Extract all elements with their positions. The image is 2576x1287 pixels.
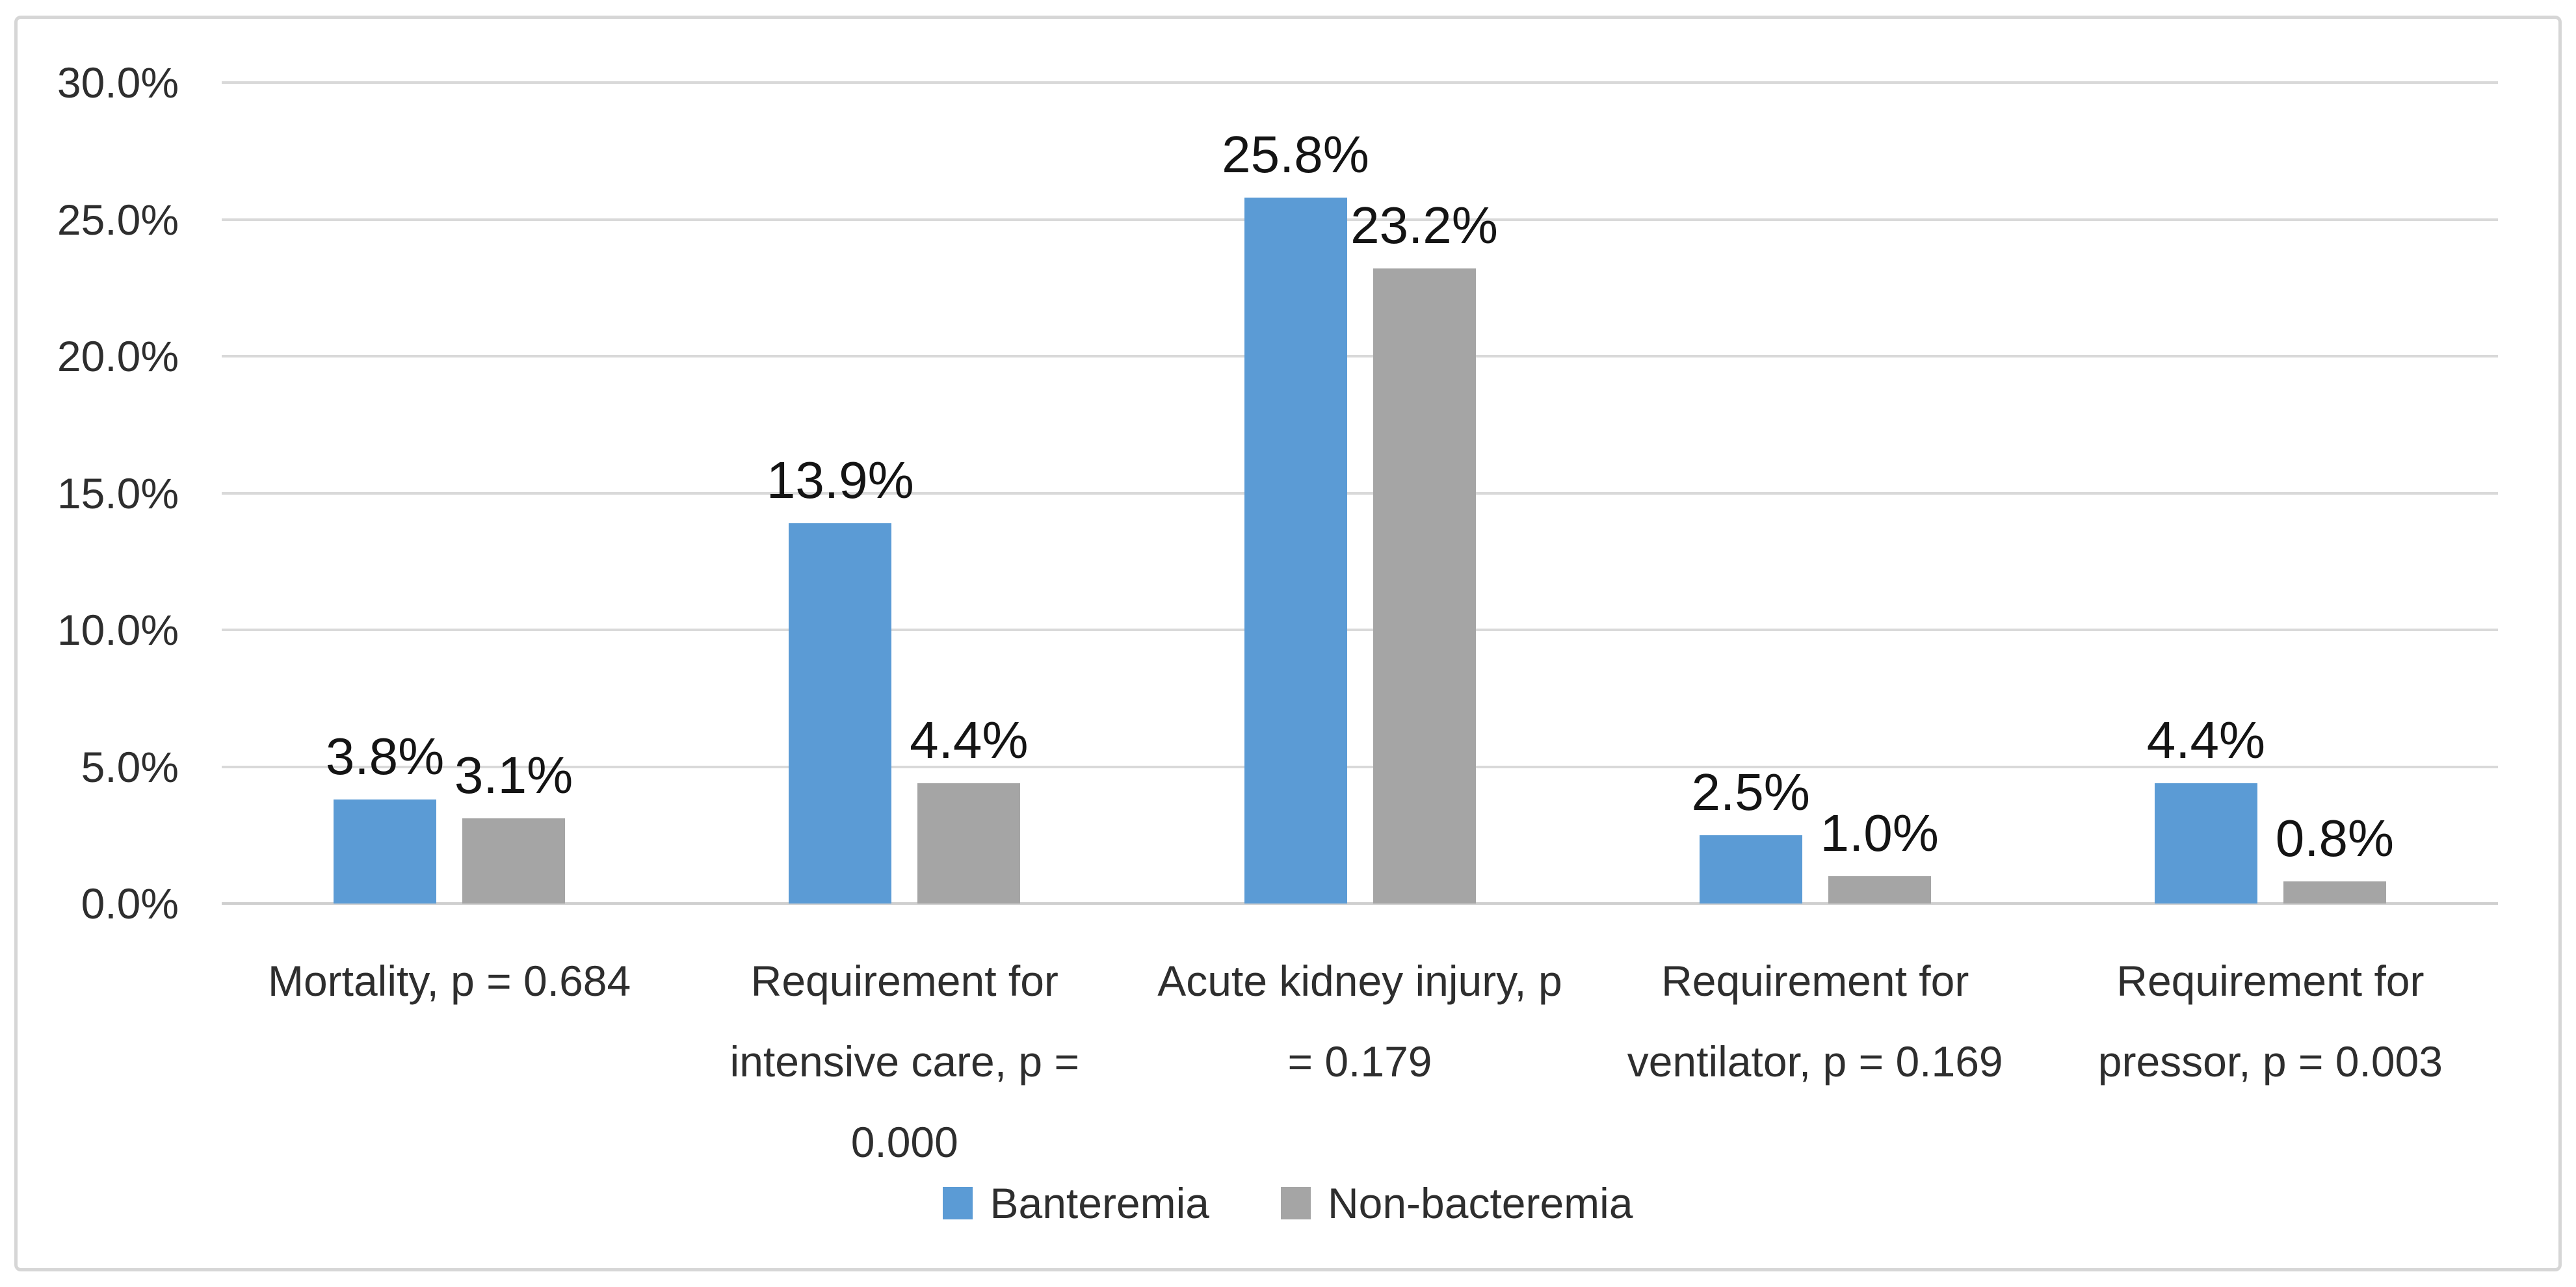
y-tick-label: 20.0% [57, 332, 179, 380]
y-tick-label: 10.0% [57, 606, 179, 654]
bar-value-label: 23.2% [1350, 196, 1498, 255]
legend-swatch-icon [1280, 1187, 1311, 1219]
category-label-line: Mortality, p = 0.684 [267, 957, 631, 1005]
category-label-line: intensive care, p = [729, 1037, 1080, 1086]
y-tick-label: 30.0% [57, 58, 179, 107]
legend-swatch-icon [943, 1187, 973, 1219]
category-label-line: 0.000 [850, 1118, 958, 1166]
bar-non-bacteremia [1373, 268, 1476, 904]
bar-value-label: 0.8% [2275, 809, 2395, 868]
y-tick-label: 25.0% [57, 195, 179, 244]
bar-banteremia [1699, 835, 1802, 904]
gridline [222, 765, 2498, 768]
gridline [222, 491, 2498, 495]
bar-value-label: 13.9% [766, 450, 914, 509]
bar-value-label: 2.5% [1691, 762, 1810, 821]
bar-value-label: 4.4% [2146, 710, 2266, 769]
bar-banteremia [789, 523, 892, 904]
bar-non-bacteremia [917, 783, 1021, 904]
bar-non-bacteremia [1828, 876, 1931, 904]
category-label: Acute kidney injury, p = 0.179 [1132, 941, 1587, 1102]
bar-banteremia [2154, 783, 2257, 904]
gridline [222, 355, 2498, 358]
legend-item: Banteremia [943, 1177, 1209, 1229]
bar-value-label: 4.4% [910, 710, 1029, 769]
y-tick-label: 5.0% [81, 742, 179, 791]
category-label-line: ventilator, p = 0.169 [1627, 1037, 2003, 1086]
bar-value-label: 3.1% [454, 746, 573, 805]
category-label-line: Acute kidney injury, p [1157, 957, 1562, 1005]
bar-non-bacteremia [462, 818, 566, 904]
category-label-line: Requirement for [2116, 957, 2425, 1005]
legend-label: Banteremia [990, 1179, 1209, 1227]
legend-item: Non-bacteremia [1280, 1177, 1633, 1229]
category-label: Mortality, p = 0.684 [222, 941, 677, 1021]
bar-banteremia [1244, 197, 1347, 904]
category-label-line: Requirement for [1661, 957, 1969, 1005]
legend: Banteremia Non-bacteremia [18, 1177, 2558, 1229]
chart-frame: 0.0% 5.0% 10.0% 15.0% 20.0% 25.0% 30.0% 3.8% 3.1… [14, 16, 2562, 1271]
gridline [222, 81, 2498, 84]
gridline [222, 629, 2498, 631]
category-label-line: pressor, p = 0.003 [2097, 1037, 2443, 1086]
plot-area: 0.0% 5.0% 10.0% 15.0% 20.0% 25.0% 30.0% 3.8% 3.1… [18, 19, 2558, 1268]
bar-value-label: 1.0% [1820, 803, 1939, 862]
bar-banteremia [334, 800, 437, 904]
gridline [222, 218, 2498, 221]
bar-non-bacteremia [2283, 881, 2386, 904]
x-axis-line [222, 902, 2498, 905]
category-label: Requirement for pressor, p = 0.003 [2043, 941, 2498, 1102]
category-label: Requirement for ventilator, p = 0.169 [1588, 941, 2043, 1102]
y-tick-label: 0.0% [81, 879, 179, 928]
y-tick-label: 15.0% [57, 469, 179, 517]
legend-label: Non-bacteremia [1327, 1179, 1633, 1227]
category-label-line: = 0.179 [1287, 1037, 1432, 1086]
bar-value-label: 25.8% [1222, 125, 1369, 183]
category-label: Requirement for intensive care, p = 0.000 [677, 941, 1132, 1182]
category-label-line: Requirement for [750, 957, 1058, 1005]
bar-value-label: 3.8% [325, 727, 445, 786]
